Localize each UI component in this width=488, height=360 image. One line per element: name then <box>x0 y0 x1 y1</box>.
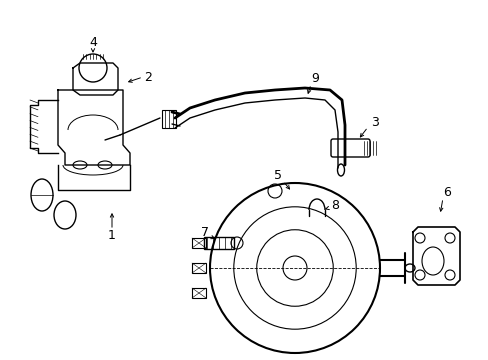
Text: 9: 9 <box>310 72 318 85</box>
Text: 7: 7 <box>201 225 208 239</box>
Bar <box>192 263 205 273</box>
Text: 2: 2 <box>144 71 152 84</box>
Text: 6: 6 <box>442 185 450 198</box>
Bar <box>192 288 205 298</box>
Bar <box>162 110 176 128</box>
Text: 5: 5 <box>273 168 282 181</box>
Text: 8: 8 <box>330 198 338 212</box>
Text: 4: 4 <box>89 36 97 49</box>
Bar <box>192 238 205 248</box>
Bar <box>203 237 234 249</box>
Text: 3: 3 <box>370 116 378 129</box>
Text: 1: 1 <box>108 229 116 242</box>
